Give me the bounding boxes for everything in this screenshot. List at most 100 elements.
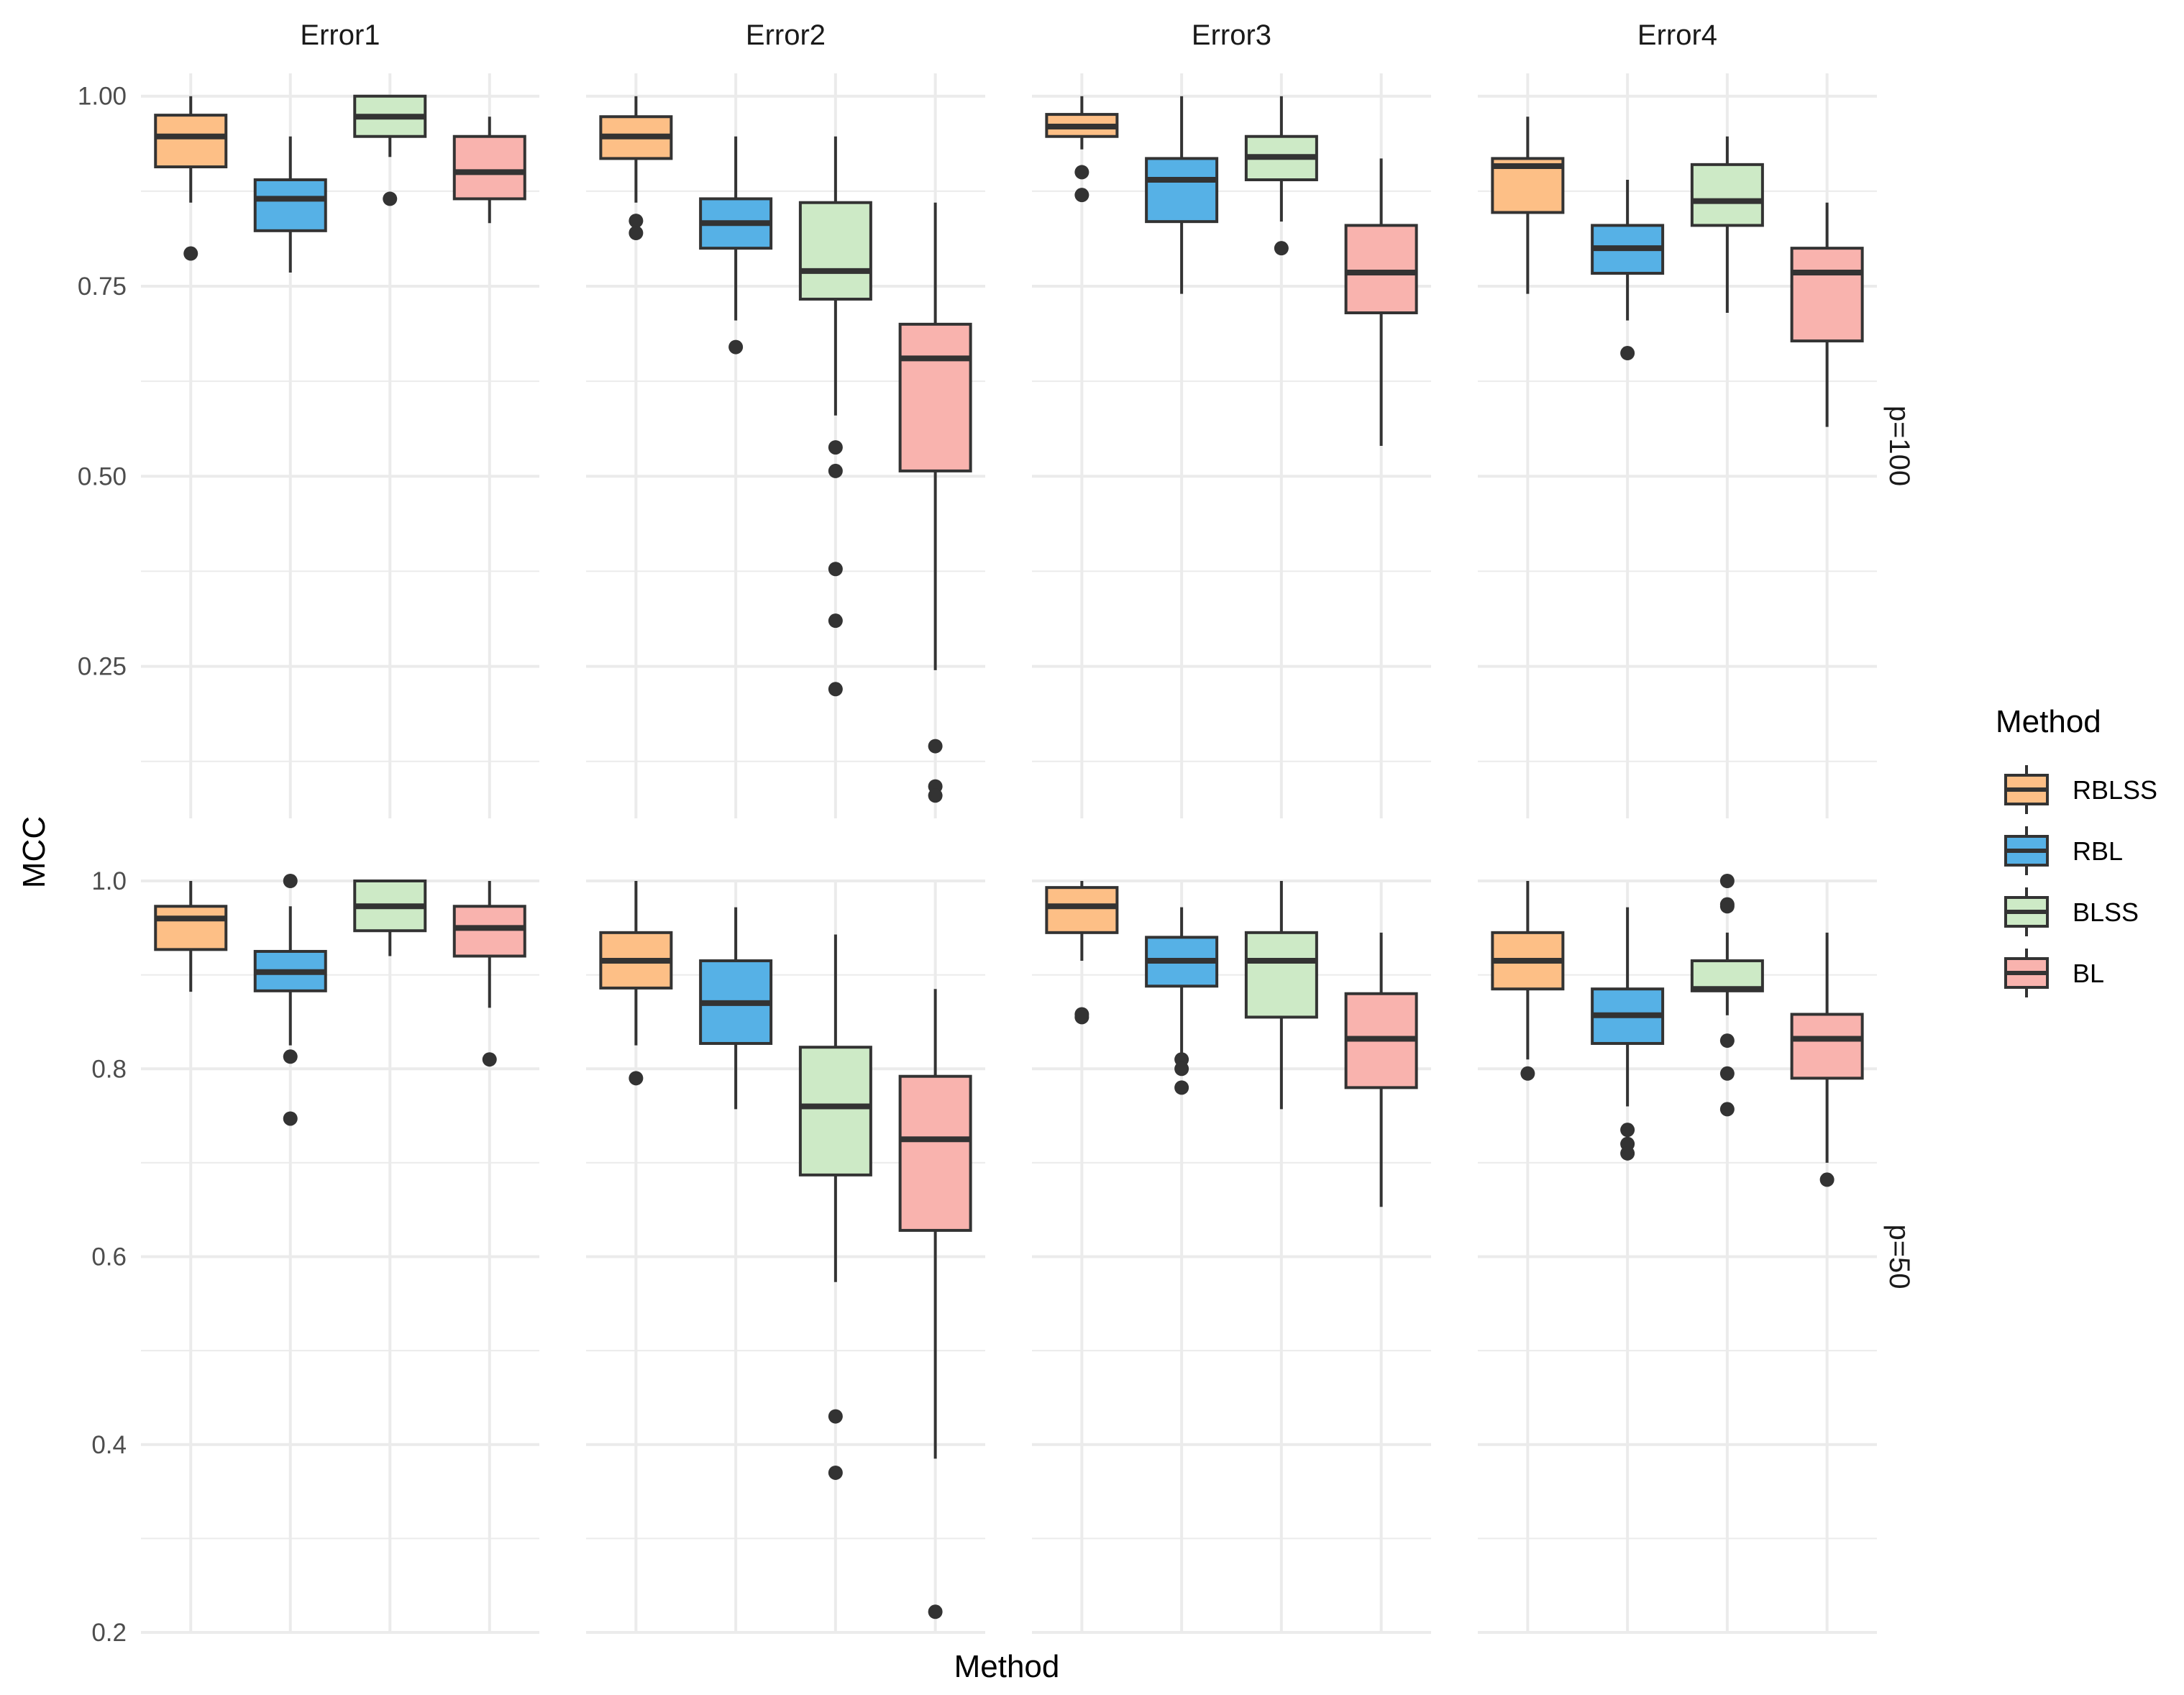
outlier-point bbox=[828, 682, 843, 697]
outlier-point bbox=[482, 1052, 497, 1067]
iqr-box bbox=[798, 1046, 872, 1177]
box-rblss bbox=[1491, 881, 1565, 1081]
iqr-box bbox=[253, 178, 327, 232]
outlier-point bbox=[728, 339, 744, 355]
box-rblss bbox=[599, 96, 673, 240]
box-blss bbox=[1690, 874, 1764, 1117]
y-tick-label: 0.4 bbox=[91, 1431, 127, 1459]
outlier-point bbox=[828, 1409, 843, 1424]
iqr-box bbox=[1344, 224, 1418, 314]
outlier-point bbox=[1074, 165, 1089, 180]
iqr-box bbox=[154, 114, 228, 169]
outlier-point bbox=[1719, 1066, 1735, 1081]
box-rblss bbox=[154, 96, 228, 261]
column-strip-label: Error4 bbox=[1637, 19, 1717, 51]
legend-label: RBLSS bbox=[2073, 775, 2157, 805]
box-blss bbox=[353, 94, 427, 206]
y-tick-label: 0.75 bbox=[78, 273, 127, 301]
legend-label: BLSS bbox=[2073, 897, 2139, 927]
iqr-box bbox=[898, 322, 972, 472]
iqr-box bbox=[452, 905, 526, 958]
outlier-point bbox=[283, 1111, 298, 1126]
iqr-box bbox=[154, 905, 228, 951]
box-bl bbox=[1344, 932, 1418, 1207]
outlier-point bbox=[828, 613, 843, 629]
box-rblss bbox=[1491, 116, 1565, 294]
outlier-point bbox=[1074, 1010, 1089, 1025]
y-axis-title: MCC bbox=[17, 816, 52, 888]
outlier-point bbox=[828, 440, 843, 455]
outlier-point bbox=[1719, 874, 1735, 888]
outlier-point bbox=[828, 562, 843, 577]
outlier-point bbox=[629, 1071, 644, 1086]
y-tick-label: 0.6 bbox=[91, 1243, 127, 1271]
y-tick-label: 0.50 bbox=[78, 462, 127, 490]
box-rblss bbox=[599, 881, 673, 1086]
legend-title: Method bbox=[1996, 704, 2101, 739]
box-bl bbox=[898, 202, 972, 803]
box-rblss bbox=[1045, 881, 1119, 1025]
outlier-point bbox=[1620, 1146, 1635, 1161]
outlier-point bbox=[1274, 241, 1289, 256]
y-tick-label: 1.0 bbox=[91, 867, 127, 895]
iqr-box bbox=[1690, 959, 1764, 992]
outlier-point bbox=[1819, 1172, 1835, 1187]
outlier-point bbox=[1074, 188, 1089, 203]
legend: Method RBLSS RBL BLSS BL bbox=[1996, 704, 2157, 997]
outlier-point bbox=[1620, 1123, 1635, 1138]
column-strip-label: Error2 bbox=[746, 19, 826, 51]
box-rbl bbox=[253, 874, 327, 1126]
row-strip-label: p=100 bbox=[1883, 406, 1915, 486]
box-rbl bbox=[1145, 907, 1219, 1095]
box-bl bbox=[452, 881, 526, 1067]
box-rbl bbox=[253, 136, 327, 273]
box-blss bbox=[353, 880, 427, 956]
outlier-point bbox=[1620, 346, 1635, 361]
iqr-box bbox=[1690, 163, 1764, 227]
box-rbl bbox=[1591, 907, 1665, 1161]
y-tick-label: 1.00 bbox=[78, 83, 127, 111]
y-tick-label: 0.25 bbox=[78, 653, 127, 681]
outlier-point bbox=[828, 463, 843, 478]
outlier-point bbox=[283, 1049, 298, 1064]
column-strip-label: Error3 bbox=[1192, 19, 1271, 51]
legend-key bbox=[2004, 826, 2049, 875]
outlier-point bbox=[629, 226, 644, 240]
outlier-point bbox=[183, 246, 198, 261]
iqr-box bbox=[898, 1074, 972, 1232]
box-rblss bbox=[154, 881, 228, 992]
box-blss bbox=[798, 136, 872, 697]
box-rbl bbox=[1145, 96, 1219, 294]
box-bl bbox=[1344, 158, 1418, 446]
column-strip-label: Error1 bbox=[300, 19, 380, 51]
legend-key bbox=[2004, 949, 2049, 997]
legend-label: RBL bbox=[2073, 836, 2123, 866]
outlier-point bbox=[828, 1465, 843, 1480]
outlier-point bbox=[1520, 1066, 1535, 1081]
box-blss bbox=[1690, 136, 1764, 313]
outlier-point bbox=[1719, 1033, 1735, 1048]
box-rblss bbox=[1045, 96, 1119, 203]
iqr-box bbox=[1045, 886, 1119, 934]
box-blss bbox=[1244, 881, 1318, 1110]
outlier-point bbox=[928, 1604, 943, 1619]
box-bl bbox=[452, 116, 526, 224]
outlier-point bbox=[1719, 899, 1735, 914]
box-blss bbox=[798, 934, 872, 1480]
y-tick-label: 0.8 bbox=[91, 1055, 127, 1083]
outlier-point bbox=[928, 739, 943, 754]
outlier-point bbox=[383, 191, 398, 206]
box-blss bbox=[1244, 96, 1318, 256]
outlier-point bbox=[1174, 1061, 1189, 1077]
box-bl bbox=[1790, 202, 1864, 427]
outlier-point bbox=[928, 788, 943, 803]
iqr-box bbox=[452, 134, 526, 201]
outlier-point bbox=[1174, 1080, 1189, 1095]
iqr-box bbox=[798, 201, 872, 301]
box-bl bbox=[1790, 932, 1864, 1187]
y-tick-label: 0.2 bbox=[91, 1619, 127, 1647]
box-rbl bbox=[699, 907, 773, 1110]
outlier-point bbox=[283, 874, 298, 888]
iqr-box bbox=[1790, 247, 1864, 343]
